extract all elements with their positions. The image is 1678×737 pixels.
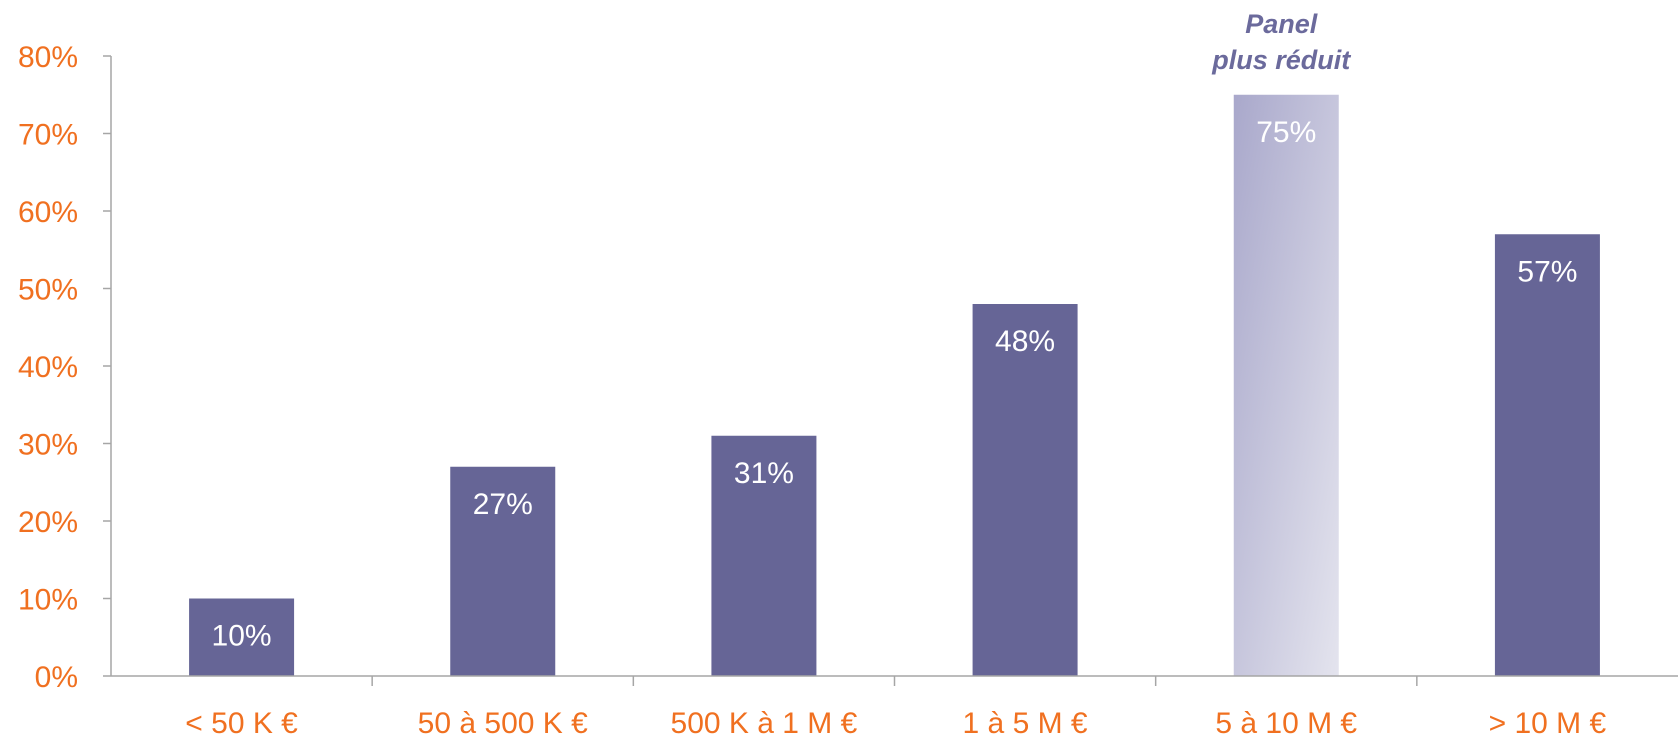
x-tick-label: 5 à 10 M € [1215,707,1357,737]
x-tick-label: < 50 K € [185,707,298,737]
bar [450,466,556,676]
bar-value-label: 10% [212,620,272,653]
bar-value-label: 75% [1256,116,1316,149]
bar-value-label: 48% [995,325,1055,358]
y-tick-label: 80% [18,41,78,74]
bars: 10% 27% 31% 48% 75% 57% [189,94,1600,676]
y-tick-label: 20% [18,506,78,539]
bar [189,598,295,676]
y-tick-label: 40% [18,351,78,384]
y-axis: 0% 10% 20% 30% 40% 50% 60% 70% 80% [18,41,112,694]
bar-value-label: 31% [734,457,794,490]
y-tick-label: 50% [18,274,78,307]
x-tick-label: 50 à 500 K € [418,707,588,737]
x-axis: < 50 K € 50 à 500 K € 500 K à 1 M € 1 à 5 M… [111,675,1678,737]
bar [711,435,817,676]
annotation-line: plus réduit [1211,45,1351,75]
bar-value-label: 27% [473,488,533,521]
bar-value-label: 57% [1517,255,1577,288]
x-tick-label: > 10 M € [1489,707,1607,737]
bar [1494,234,1600,676]
y-tick-label: 30% [18,429,78,462]
annotation: Panel plus réduit [1211,9,1351,75]
y-tick-label: 0% [35,661,78,694]
annotation-line: Panel [1245,9,1318,39]
y-tick-label: 70% [18,119,78,152]
y-tick-label: 10% [18,584,78,617]
bar [972,304,1078,676]
x-tick-label: 1 à 5 M € [963,707,1088,737]
y-tick-label: 60% [18,196,78,229]
x-tick-label: 500 K à 1 M € [671,707,858,737]
bar [1233,94,1339,676]
